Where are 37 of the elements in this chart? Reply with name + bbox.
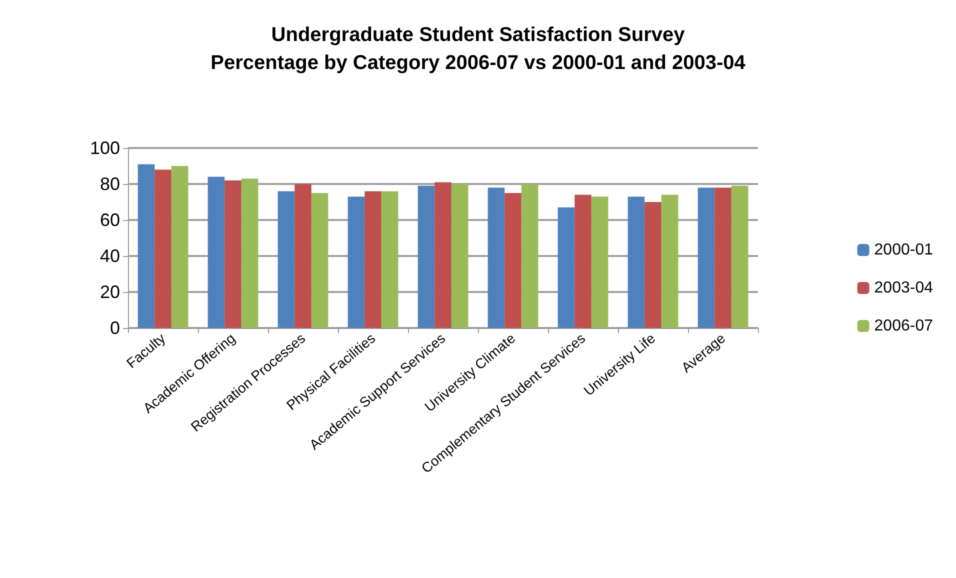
bar [731, 186, 748, 328]
bar [591, 196, 608, 328]
y-tick-label: 80 [100, 174, 120, 194]
legend-label: 2003-04 [874, 280, 934, 296]
bar [644, 202, 662, 328]
y-tick-label: 40 [100, 246, 120, 266]
bar [698, 188, 715, 328]
bar [488, 188, 505, 328]
bar [574, 194, 592, 328]
bar [434, 182, 452, 328]
bar [661, 194, 678, 328]
bar [208, 176, 225, 328]
bar [364, 191, 382, 328]
chart-title: Undergraduate Student Satisfaction Survey Percentage by Category 2006-07 vs 2000-01 and 2003-04 [210, 24, 746, 74]
bar [381, 191, 398, 328]
y-tick-label: 20 [100, 282, 120, 302]
legend-label: 2000-01 [874, 242, 934, 258]
bar [521, 184, 538, 328]
bar [418, 186, 435, 328]
y-tick-label: 100 [90, 138, 120, 158]
bar [294, 184, 312, 328]
bar [348, 196, 365, 328]
bar [451, 184, 468, 328]
bar [278, 191, 295, 328]
bar [171, 166, 188, 328]
legend-label: 2006-07 [874, 318, 934, 334]
bar [558, 207, 575, 328]
bar [311, 193, 328, 328]
y-tick-label: 60 [100, 210, 120, 230]
y-tick-label: 0 [110, 318, 120, 338]
bar [714, 188, 732, 328]
bar [628, 196, 645, 328]
bar [224, 180, 242, 328]
bar [154, 170, 172, 328]
bar [241, 178, 258, 328]
bar [138, 164, 155, 328]
bar [504, 193, 522, 328]
